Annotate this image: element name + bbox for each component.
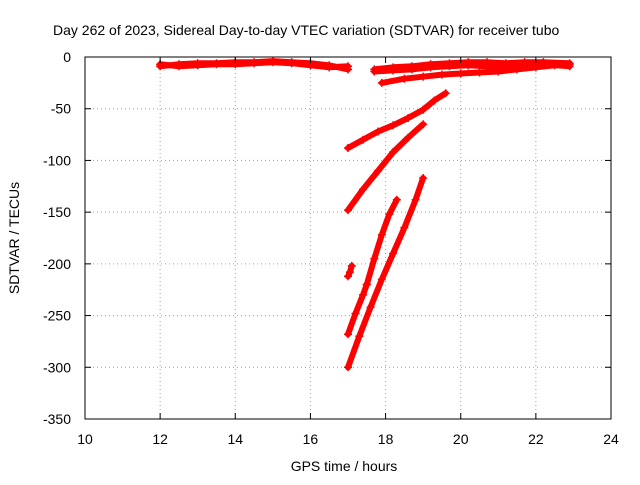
- data-point: [268, 57, 277, 66]
- data-point: [344, 144, 352, 153]
- data-point: [494, 67, 503, 76]
- data-point: [550, 61, 559, 70]
- data-point: [359, 185, 368, 194]
- data-point: [411, 195, 420, 204]
- y-tick-label: -50: [51, 101, 71, 117]
- x-tick-label: 20: [453, 431, 469, 447]
- x-tick-label: 12: [152, 431, 168, 447]
- data-point: [389, 66, 398, 75]
- data-point: [483, 62, 492, 71]
- data-point: [377, 78, 386, 87]
- data-series-segment: [344, 120, 428, 215]
- data-point: [344, 65, 352, 74]
- data-point: [250, 58, 259, 67]
- y-tick-label: -350: [43, 411, 71, 427]
- data-point: [362, 280, 371, 289]
- data-point: [347, 261, 356, 270]
- data-series-segment: [344, 261, 356, 281]
- data-point: [355, 332, 364, 341]
- x-tick-label: 18: [378, 431, 394, 447]
- data-point: [392, 195, 401, 204]
- data-point: [359, 135, 368, 144]
- y-tick-label: -300: [43, 359, 71, 375]
- data-point: [419, 120, 428, 129]
- data-point: [212, 59, 221, 68]
- x-tick-label: 16: [303, 431, 319, 447]
- data-point: [400, 223, 409, 232]
- data-point: [366, 303, 375, 312]
- data-point: [385, 210, 394, 219]
- data-series-segment: [344, 174, 428, 372]
- data-point: [325, 61, 334, 70]
- data-point: [174, 60, 183, 69]
- chart-title: Day 262 of 2023, Sidereal Day-to-day VTE…: [53, 22, 560, 38]
- data-series-line: [345, 90, 449, 151]
- data-point: [370, 254, 379, 263]
- data-point: [370, 67, 379, 76]
- data-point: [287, 58, 296, 67]
- data-point: [404, 133, 413, 142]
- data-point: [464, 61, 473, 70]
- data-point: [565, 60, 574, 69]
- data-point: [430, 96, 439, 105]
- y-axis-label: SDTVAR / TECUs: [6, 182, 22, 294]
- data-point: [156, 62, 165, 71]
- data-point: [345, 268, 354, 277]
- data-series: [156, 57, 574, 372]
- data-point: [456, 69, 465, 78]
- y-tick-label: -150: [43, 204, 71, 220]
- data-series-segment: [344, 89, 450, 153]
- data-series-line: [345, 121, 427, 214]
- data-point: [531, 63, 540, 72]
- data-point: [389, 148, 398, 157]
- y-tick-label: -100: [43, 152, 71, 168]
- data-point: [374, 166, 383, 175]
- data-point: [344, 206, 352, 215]
- y-tick-label: -250: [43, 308, 71, 324]
- data-series-line: [345, 175, 427, 371]
- data-point: [374, 127, 383, 136]
- data-point: [359, 290, 368, 299]
- x-axis-label: GPS time / hours: [291, 458, 398, 474]
- y-tick-label: -200: [43, 256, 71, 272]
- data-point: [419, 174, 428, 183]
- data-point: [377, 230, 386, 239]
- data-series-segment: [377, 60, 574, 87]
- data-point: [400, 74, 409, 83]
- data-point: [344, 363, 352, 372]
- data-point: [419, 72, 428, 81]
- data-point: [389, 249, 398, 258]
- x-tick-label: 22: [528, 431, 544, 447]
- data-point: [445, 62, 454, 71]
- data-point: [437, 70, 446, 79]
- data-point: [377, 275, 386, 284]
- data-point: [389, 121, 398, 130]
- data-series-segment: [156, 57, 352, 74]
- data-point: [475, 68, 484, 77]
- x-tick-label: 10: [77, 431, 93, 447]
- data-point: [426, 63, 435, 72]
- x-tick-label: 24: [603, 431, 619, 447]
- data-point: [193, 59, 202, 68]
- data-point: [344, 272, 352, 281]
- grid: [85, 57, 611, 419]
- data-series-segment: [344, 280, 371, 339]
- axis-ticks: 10 12 14 16 18 20 22 24 0 -50 -100 -150 -200 -250 -300…: [43, 49, 619, 447]
- data-point: [407, 65, 416, 74]
- y-tick-label: 0: [63, 49, 71, 65]
- data-point: [513, 65, 522, 74]
- data-point: [351, 309, 360, 318]
- x-tick-label: 14: [227, 431, 243, 447]
- data-point: [344, 330, 352, 339]
- plot-area-frame: [84, 56, 612, 420]
- data-point: [419, 105, 428, 114]
- data-point: [441, 89, 450, 98]
- data-point: [404, 114, 413, 123]
- data-series-line: [345, 281, 370, 338]
